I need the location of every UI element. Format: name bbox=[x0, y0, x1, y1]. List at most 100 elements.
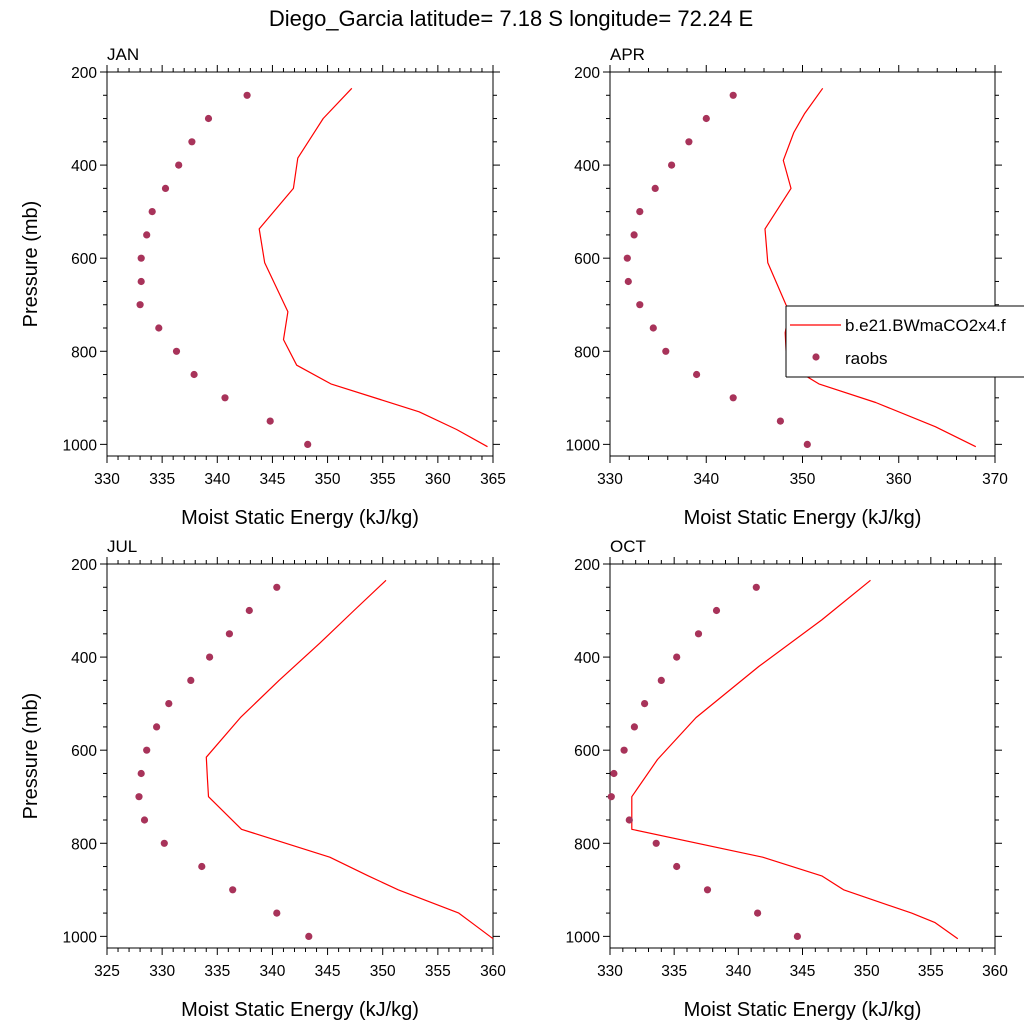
raobs-point bbox=[206, 653, 214, 661]
raobs-point bbox=[651, 184, 659, 192]
plot-frame bbox=[106, 71, 494, 457]
legend-model-label: b.e21.BWmaCO2x4.f bbox=[845, 316, 1006, 335]
raobs-point bbox=[673, 653, 681, 661]
y-tick-label: 600 bbox=[574, 251, 600, 268]
x-tick-label: 360 bbox=[886, 471, 912, 488]
raobs-point bbox=[304, 440, 312, 448]
raobs-point bbox=[693, 370, 701, 379]
x-tick-label: 340 bbox=[204, 471, 230, 488]
panel-apr: 330 340 350 360 370 200 400 600 800 1000 APR Moist … bbox=[566, 45, 1009, 529]
y-tick-label: 200 bbox=[71, 65, 97, 82]
model-profile-line bbox=[258, 87, 488, 448]
y-tick-label: 400 bbox=[574, 650, 600, 667]
y-tick-label: 800 bbox=[71, 836, 97, 853]
raobs-point bbox=[729, 394, 737, 402]
raobs-point bbox=[225, 630, 233, 638]
raobs-point bbox=[161, 184, 170, 192]
raobs-point bbox=[754, 909, 762, 917]
raobs-point bbox=[636, 301, 644, 309]
y-tick-label: 400 bbox=[71, 650, 97, 667]
y-tick-label: 1000 bbox=[63, 929, 98, 946]
y-tick-label: 600 bbox=[574, 743, 600, 760]
x-tick-label: 355 bbox=[370, 471, 396, 488]
x-tick-label: 330 bbox=[149, 963, 175, 980]
raobs-point bbox=[266, 417, 274, 425]
x-tick-label: 330 bbox=[597, 963, 623, 980]
raobs-point bbox=[752, 583, 760, 591]
raobs-point bbox=[155, 324, 163, 332]
raobs-point bbox=[712, 606, 721, 615]
raobs-point bbox=[623, 254, 631, 262]
raobs-point bbox=[175, 161, 183, 169]
raobs-point bbox=[607, 793, 615, 801]
raobs-point bbox=[803, 440, 811, 448]
raobs-point bbox=[273, 909, 281, 917]
raobs-point bbox=[652, 839, 660, 847]
x-tick-label: 340 bbox=[693, 471, 719, 488]
x-tick-label: 370 bbox=[982, 471, 1008, 488]
raobs-point bbox=[148, 208, 156, 216]
x-tick-label: 350 bbox=[370, 963, 396, 980]
x-axis-label: Moist Static Energy (kJ/kg) bbox=[684, 999, 922, 1021]
plot-frame bbox=[609, 71, 996, 457]
model-profile-line bbox=[631, 579, 959, 940]
raobs-point bbox=[273, 583, 281, 591]
panel-jan: 330 335 340 345 350 355 360 365 200 400 600 800 1000… bbox=[20, 45, 506, 529]
raobs-point bbox=[673, 862, 681, 871]
x-tick-label: 335 bbox=[204, 963, 230, 980]
raobs-point bbox=[160, 839, 168, 847]
raobs-point bbox=[190, 370, 198, 379]
raobs-point bbox=[625, 816, 633, 824]
raobs-point bbox=[630, 723, 639, 731]
figure-title: Diego_Garcia latitude= 7.18 S longitude=… bbox=[269, 6, 753, 31]
x-tick-label: 350 bbox=[854, 963, 880, 980]
y-tick-label: 400 bbox=[71, 158, 97, 175]
x-tick-label: 345 bbox=[315, 963, 341, 980]
legend: b.e21.BWmaCO2x4.f raobs bbox=[785, 305, 1024, 378]
raobs-point bbox=[137, 769, 145, 778]
raobs-point bbox=[649, 324, 657, 332]
raobs-point bbox=[636, 208, 644, 216]
raobs-point bbox=[245, 606, 253, 615]
raobs-point bbox=[703, 886, 712, 894]
raobs-point bbox=[136, 301, 144, 309]
raobs-point bbox=[694, 630, 703, 638]
raobs-point bbox=[187, 676, 195, 685]
x-tick-label: 340 bbox=[259, 963, 285, 980]
raobs-point bbox=[204, 114, 213, 123]
x-tick-label: 330 bbox=[94, 471, 120, 488]
x-tick-label: 350 bbox=[315, 471, 341, 488]
model-profile-line bbox=[205, 579, 494, 940]
raobs-point bbox=[198, 862, 206, 871]
raobs-point bbox=[135, 793, 143, 801]
y-tick-label: 600 bbox=[71, 743, 97, 760]
x-tick-label: 355 bbox=[918, 963, 944, 980]
raobs-point bbox=[620, 746, 628, 754]
legend-obs-swatch bbox=[812, 353, 820, 361]
raobs-point bbox=[153, 723, 161, 731]
raobs-point bbox=[140, 816, 149, 824]
raobs-point bbox=[776, 417, 785, 425]
x-tick-label: 325 bbox=[94, 963, 120, 980]
x-tick-label: 330 bbox=[597, 471, 623, 488]
y-tick-label: 200 bbox=[71, 557, 97, 574]
x-tick-label: 340 bbox=[725, 963, 751, 980]
raobs-point bbox=[702, 114, 710, 123]
x-axis-label: Moist Static Energy (kJ/kg) bbox=[181, 999, 419, 1021]
y-tick-label: 200 bbox=[574, 557, 600, 574]
model-profile-line bbox=[764, 87, 977, 448]
x-tick-label: 360 bbox=[425, 471, 451, 488]
y-tick-label: 1000 bbox=[566, 929, 601, 946]
panel-jul: 325 330 335 340 345 350 355 360 200 400 600 800 1000… bbox=[20, 537, 506, 1021]
x-tick-label: 355 bbox=[425, 963, 451, 980]
y-tick-label: 1000 bbox=[566, 437, 601, 454]
plot-frame bbox=[106, 563, 494, 949]
raobs-point bbox=[243, 91, 251, 99]
panel-oct: 330 335 340 345 350 355 360 200 400 600 800 1000 OCT… bbox=[566, 537, 1009, 1021]
raobs-point bbox=[229, 886, 237, 894]
raobs-point bbox=[143, 231, 151, 239]
y-axis-label: Pressure (mb) bbox=[20, 201, 42, 328]
x-axis-label: Moist Static Energy (kJ/kg) bbox=[684, 507, 922, 529]
raobs-point bbox=[630, 231, 638, 239]
raobs-point bbox=[729, 91, 737, 99]
